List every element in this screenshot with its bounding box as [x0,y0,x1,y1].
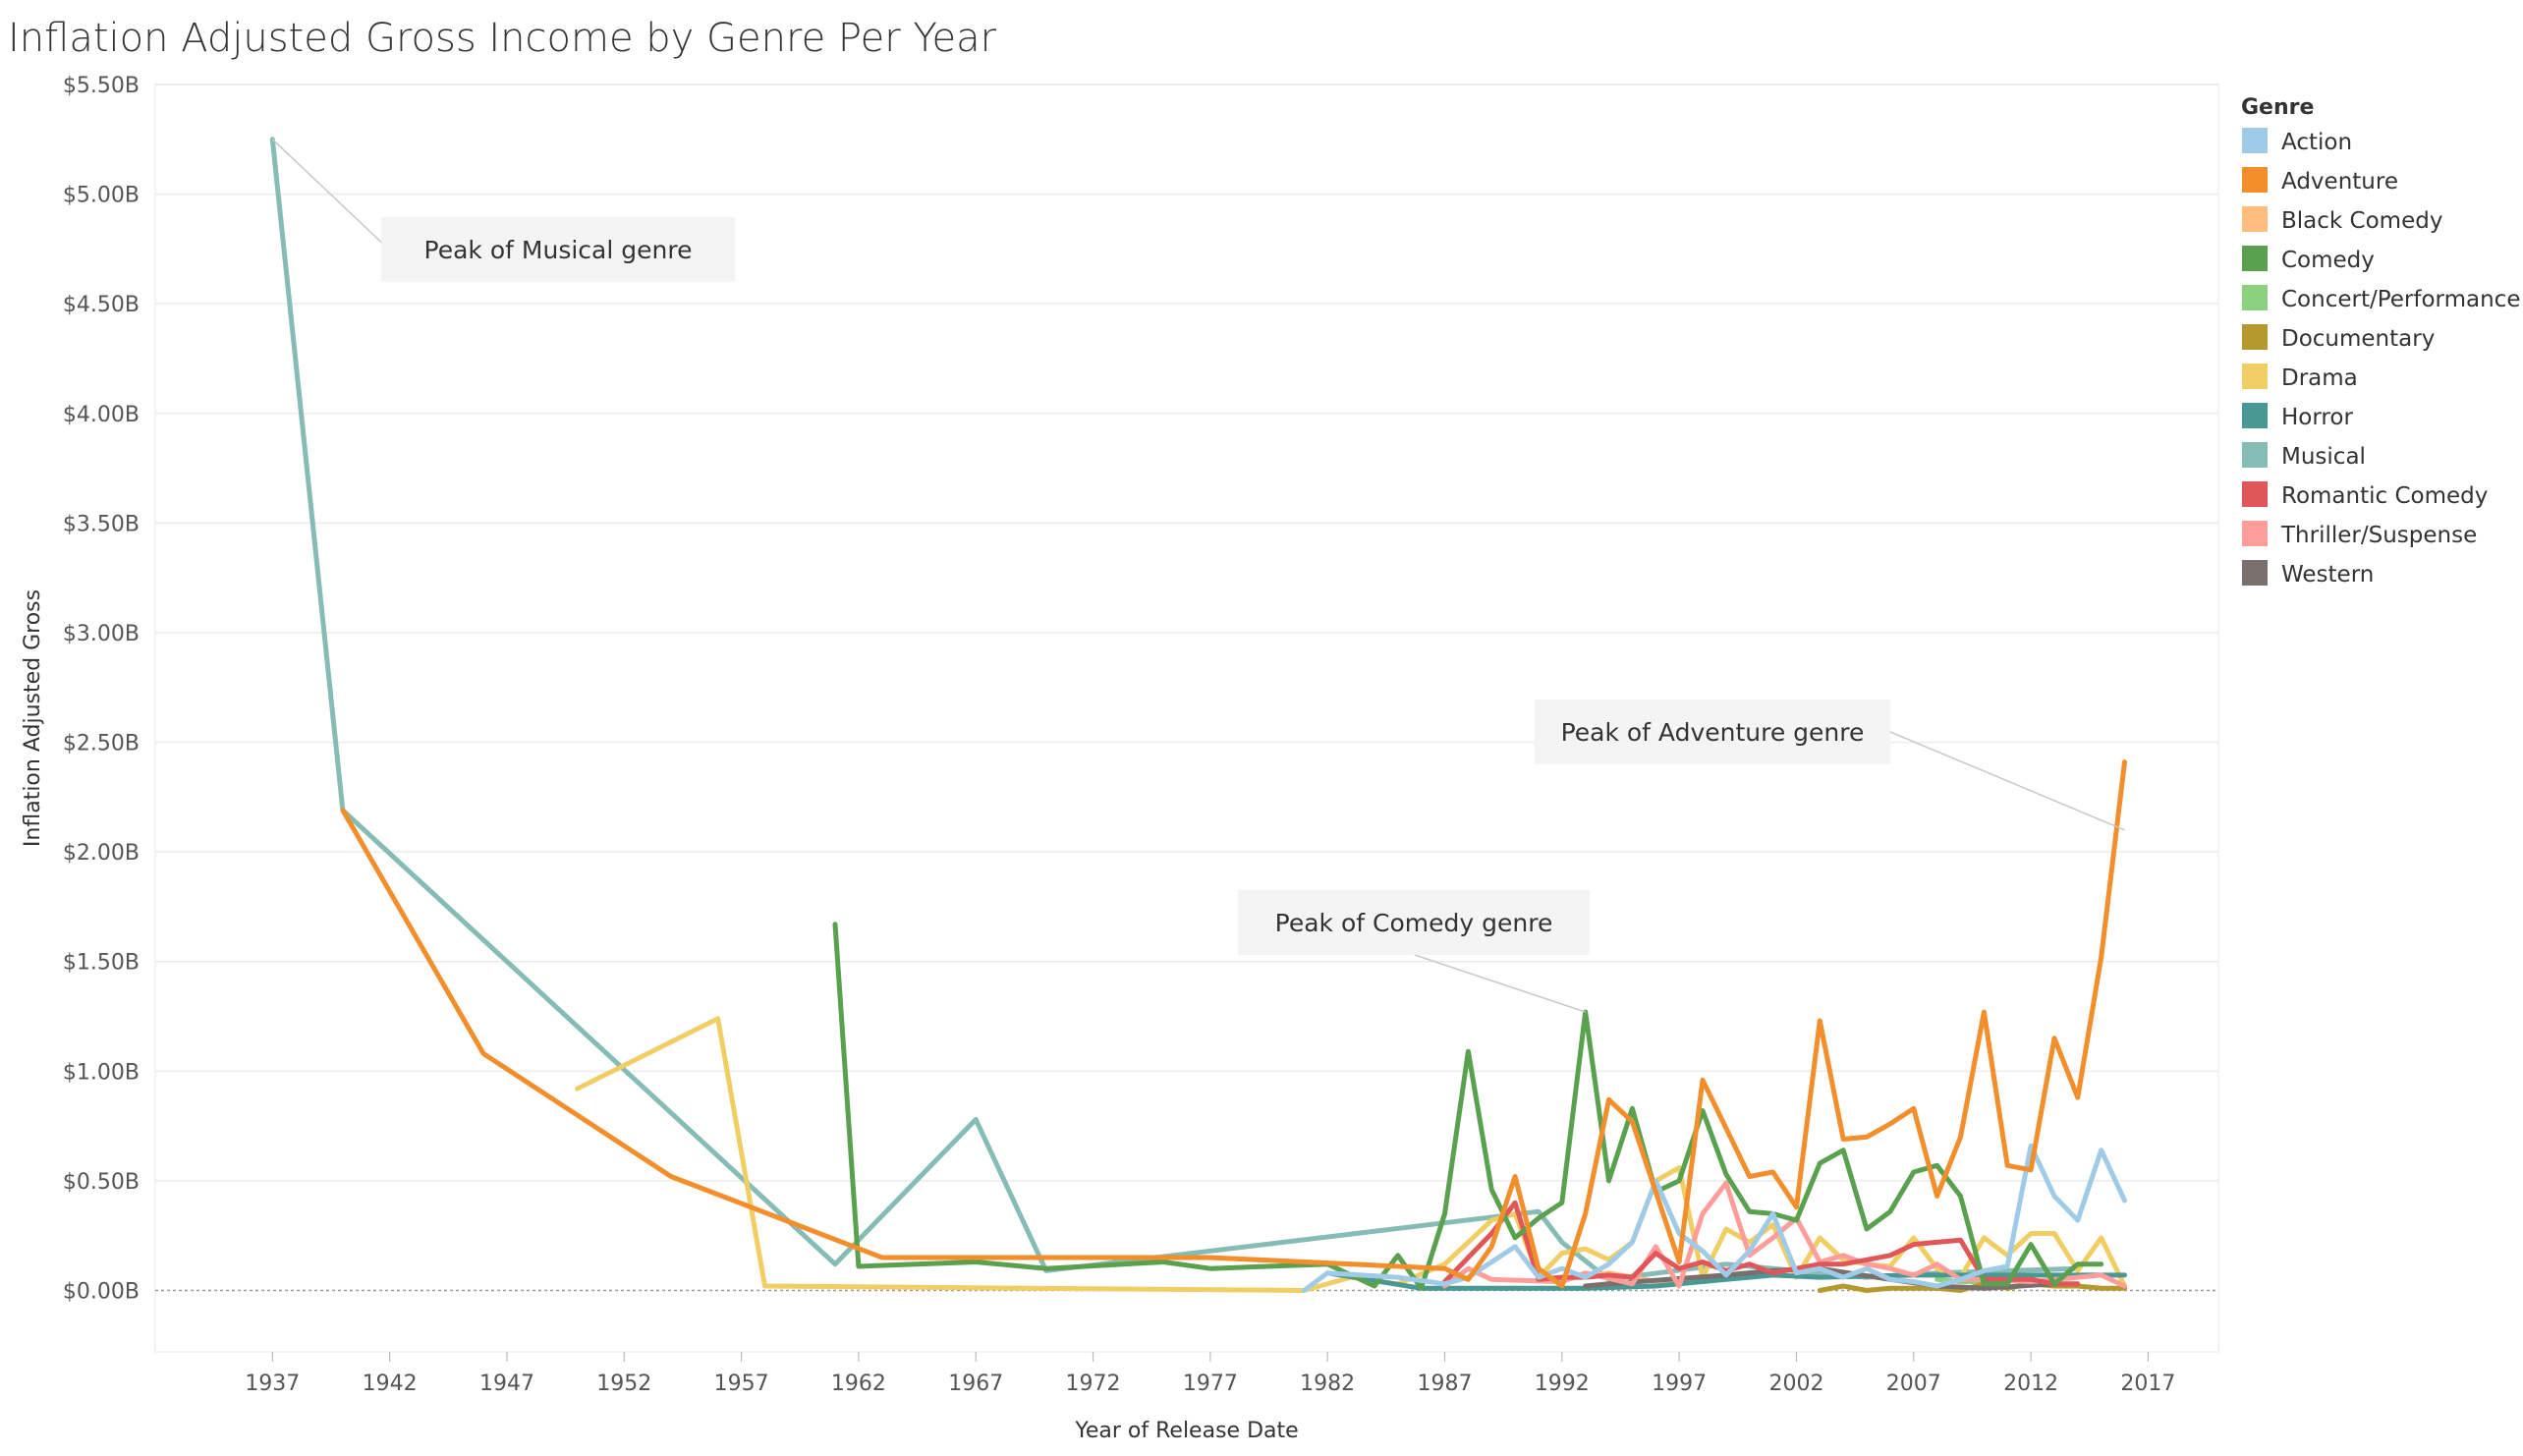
annotations: Peak of Musical genre Peak of Comedy genr… [271,139,2125,1013]
y-tick-label: $5.50B [63,74,140,98]
series-line-horror[interactable] [1324,1270,2127,1291]
legend-item-adventure[interactable]: Adventure [2242,167,2398,195]
x-tick-label: 1937 [245,1372,300,1396]
x-tick-label: 1987 [1418,1372,1473,1396]
x-tick-label: 1957 [714,1372,769,1396]
annotation-text: Peak of Comedy genre [1275,909,1553,937]
series-lines [269,137,2127,1293]
legend-label: Western [2281,562,2374,588]
chart-title: Inflation Adjusted Gross Income by Genre… [8,16,997,61]
y-axis-label: Inflation Adjusted Gross [21,589,45,847]
legend-label: Drama [2281,365,2358,391]
series-line-adventure[interactable] [340,759,2127,1289]
legend-swatch [2242,324,2268,350]
y-tick-label: $4.00B [63,403,140,427]
annotation-leader [1414,954,1586,1013]
y-tick-label: $2.50B [63,732,140,756]
y-tick-label: $1.50B [63,951,140,976]
annotation-text: Peak of Musical genre [424,236,693,264]
x-axis-label: Year of Release Date [1074,1419,1298,1443]
legend-item-thriller-suspense[interactable]: Thriller/Suspense [2242,521,2477,548]
legend-item-musical[interactable]: Musical [2242,442,2366,470]
legend-item-drama[interactable]: Drama [2242,364,2358,391]
x-tick-label: 2007 [1886,1372,1941,1396]
x-tick-label: 1947 [479,1372,534,1396]
legend-item-western[interactable]: Western [2242,560,2374,588]
y-tick-label: $0.00B [63,1280,140,1305]
legend-label: Black Comedy [2281,208,2442,234]
y-tick-label: $0.50B [63,1170,140,1195]
x-tick-label: 1992 [1535,1372,1590,1396]
legend-item-black-comedy[interactable]: Black Comedy [2242,206,2442,234]
legend[interactable]: Genre Action Adventure Black Comedy Comedy Co… [2241,95,2520,588]
legend-swatch [2242,442,2268,468]
x-tick-label: 2002 [1768,1372,1823,1396]
x-tick-label: 1972 [1066,1372,1121,1396]
gridlines [155,84,2218,1292]
x-tick-label: 2012 [2003,1372,2058,1396]
legend-item-romantic-comedy[interactable]: Romantic Comedy [2242,481,2488,509]
legend-label: Comedy [2281,248,2375,273]
legend-label: Horror [2281,405,2353,430]
x-tick-label: 1977 [1183,1372,1238,1396]
legend-label: Concert/Performance [2281,287,2520,312]
legend-swatch [2242,285,2268,310]
y-tick-label: $3.00B [63,622,140,646]
legend-item-comedy[interactable]: Comedy [2242,246,2375,273]
y-axis: $0.00B $0.50B $1.00B $1.50B $2.00B $2.50B $3.0… [63,74,140,1305]
x-axis: 1937 1942 1947 1952 1957 1962 1967 1972 1977 1982… [245,1352,2175,1396]
annotation-box [1535,700,1890,764]
legend-title: Genre [2241,95,2314,120]
legend-swatch [2242,481,2268,507]
legend-label: Action [2281,130,2352,155]
x-tick-label: 1942 [363,1372,418,1396]
legend-swatch [2242,167,2268,193]
legend-label: Romantic Comedy [2281,483,2488,509]
legend-swatch [2242,364,2268,389]
legend-swatch [2242,521,2268,546]
x-tick-label: 1997 [1652,1372,1707,1396]
y-tick-label: $4.50B [63,293,140,317]
y-tick-label: $5.00B [63,184,140,208]
legend-item-concert-performance[interactable]: Concert/Performance [2242,285,2520,312]
x-tick-label: 1952 [596,1372,651,1396]
legend-swatch [2242,403,2268,428]
legend-item-action[interactable]: Action [2242,128,2352,155]
y-tick-label: $2.00B [63,841,140,866]
annotation-leader [1889,731,2125,831]
legend-item-horror[interactable]: Horror [2242,403,2353,430]
legend-swatch [2242,246,2268,271]
y-tick-label: $3.50B [63,512,140,536]
legend-item-documentary[interactable]: Documentary [2242,324,2435,352]
x-tick-label: 1982 [1300,1372,1355,1396]
y-tick-label: $1.00B [63,1060,140,1085]
legend-label: Thriller/Suspense [2280,523,2477,548]
annotation-box [381,217,735,282]
legend-swatch [2242,206,2268,232]
series-line-action[interactable] [1301,1143,2127,1293]
legend-label: Adventure [2281,169,2398,195]
annotation-box [1238,890,1590,955]
annotation-text: Peak of Adventure genre [1561,718,1865,747]
x-tick-label: 2017 [2120,1372,2175,1396]
x-tick-label: 1962 [831,1372,886,1396]
legend-label: Documentary [2281,326,2435,352]
legend-label: Musical [2281,444,2366,470]
legend-swatch [2242,560,2268,586]
annotation-leader [271,139,390,251]
x-tick-label: 1967 [948,1372,1003,1396]
legend-swatch [2242,128,2268,153]
